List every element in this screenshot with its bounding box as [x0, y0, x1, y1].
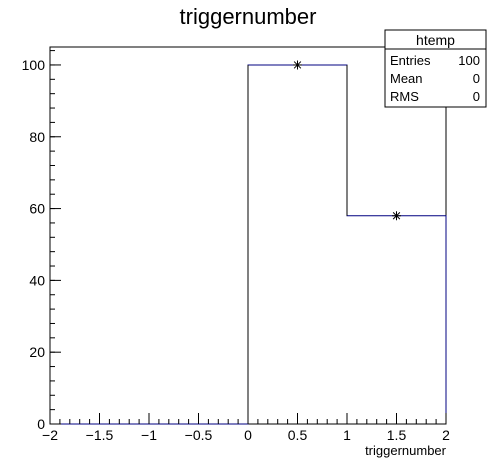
y-tick-label: 60: [29, 201, 45, 217]
x-tick-label: −1: [141, 427, 157, 443]
stats-mean-label: Mean: [390, 71, 423, 86]
histogram-bin: [397, 216, 447, 424]
stats-box-title: htemp: [416, 32, 455, 48]
x-tick-label: −1.5: [86, 427, 114, 443]
x-tick-label: 1: [343, 427, 351, 443]
x-axis-title: triggernumber: [365, 443, 447, 458]
stats-box: htemp Entries 100 Mean 0 RMS 0: [384, 29, 487, 108]
x-tick-label: 1.5: [387, 427, 407, 443]
x-tick-label: 0: [244, 427, 252, 443]
data-marker: [293, 60, 302, 70]
histogram-bin: [298, 65, 348, 424]
data-markers: [293, 60, 401, 221]
y-axis: 0 20 40 60 80 100: [22, 50, 61, 432]
chart-title: triggernumber: [180, 4, 317, 29]
x-tick-label: 0.5: [288, 427, 308, 443]
x-tick-label: 2: [442, 427, 450, 443]
histogram-bin: [248, 65, 298, 424]
y-tick-label: 100: [22, 57, 46, 73]
x-tick-label: −2: [42, 427, 58, 443]
stats-rms-value: 0: [473, 89, 480, 104]
y-tick-label: 20: [29, 344, 45, 360]
histogram-bars: [50, 64, 447, 425]
y-tick-label: 0: [37, 416, 45, 432]
stats-rms-label: RMS: [390, 89, 419, 104]
stats-entries-value: 100: [458, 53, 480, 68]
y-tick-label: 80: [29, 129, 45, 145]
x-tick-label: −0.5: [185, 427, 213, 443]
stats-box-frame: [384, 29, 487, 108]
histogram-bin: [347, 216, 397, 424]
stats-mean-value: 0: [473, 71, 480, 86]
stats-entries-label: Entries: [390, 53, 431, 68]
x-axis: −2 −1.5 −1 −0.5 0 0.5 1 1.5 2: [42, 413, 450, 443]
histogram-outline: [50, 64, 447, 425]
data-marker: [392, 211, 401, 221]
y-tick-label: 40: [29, 272, 45, 288]
